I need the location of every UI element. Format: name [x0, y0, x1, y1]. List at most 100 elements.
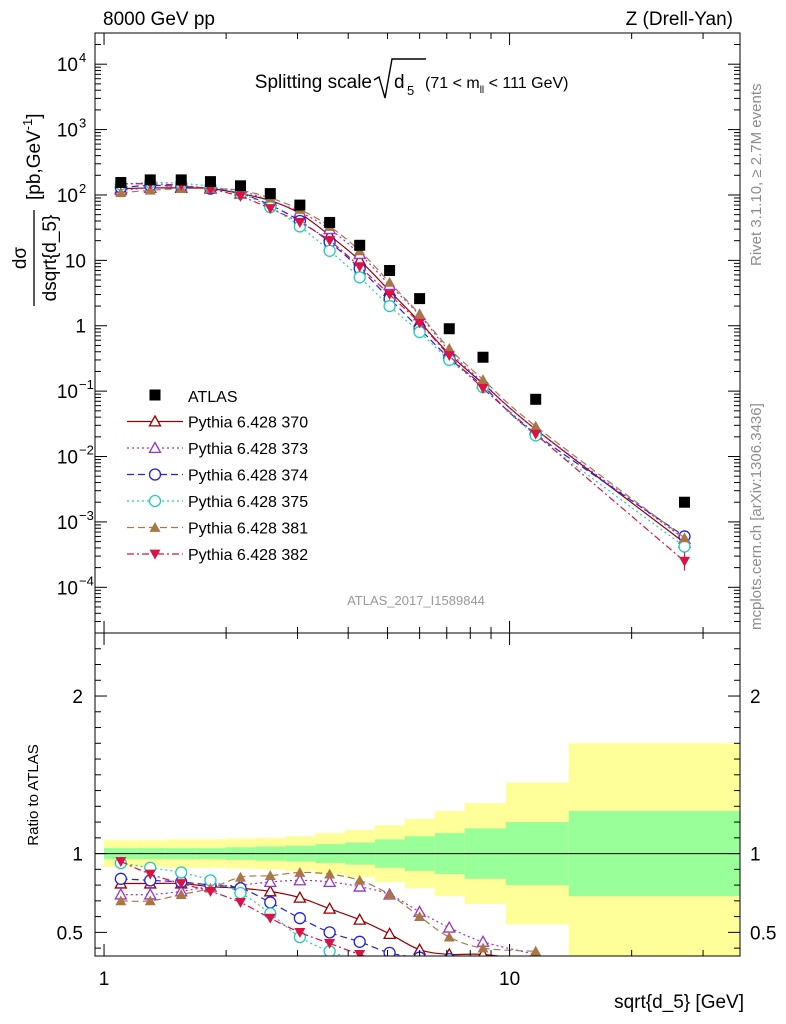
ratio-point-s2-7: [323, 926, 336, 939]
atlas-point-2: [175, 174, 187, 186]
y-tick-label-exp-7: −3: [79, 508, 94, 523]
ratio-y-label: Ratio to ATLAS: [25, 744, 42, 845]
tick-marks: [95, 32, 740, 956]
ratio-point-s4-7: [324, 868, 336, 879]
header-right: Z (Drell-Yan): [626, 9, 733, 30]
legend-marker-4: [149, 522, 161, 532]
ratio-point-s1-6: [293, 873, 307, 886]
ratio-point-s3-2: [175, 866, 188, 879]
legend-marker-1: [148, 441, 162, 454]
ratio-point-s5-4: [234, 898, 246, 908]
ratio-point-s1-8: [353, 879, 367, 892]
title-cut-b: < 111 GeV): [484, 75, 568, 92]
main-point-s5-6: [294, 218, 306, 228]
header-left: 8000 GeV pp: [103, 9, 215, 30]
y-tick-label-4: 1: [75, 317, 86, 338]
legend-entry-5: Pythia 6.428 382: [127, 547, 308, 564]
legend-marker-2: [148, 468, 162, 481]
x-tick-label-1: 1: [99, 969, 110, 990]
main-series-line-3: [120, 181, 685, 548]
main-point-s5-12: [477, 384, 489, 394]
atlas-point-9: [384, 264, 396, 276]
main-point-s4-9: [384, 276, 396, 287]
atlas-point-1: [144, 174, 156, 186]
atlas-point-10: [414, 293, 426, 305]
ratio-series-line-5: [120, 860, 367, 956]
ratio-point-s4-4: [234, 871, 246, 882]
series-layer: [114, 174, 692, 956]
y-tick-label-exp-2: 2: [79, 181, 86, 196]
main-point-s5-4: [234, 192, 246, 202]
legend-entry-0: Pythia 6.428 370: [127, 415, 308, 432]
rivet-version-label: Rivet 3.1.10, ≥ 2.7M events: [748, 83, 765, 267]
main-point-s5-3: [204, 184, 216, 195]
atlas-point-12: [477, 351, 489, 363]
main-point-s3-14: [678, 540, 691, 553]
legend-entry-3: Pythia 6.428 375: [127, 494, 308, 511]
ratio-point-s4-0: [115, 895, 127, 906]
ratio-point-s5-7: [324, 938, 336, 949]
ratio-point-s5-0: [115, 857, 127, 867]
main-point-s5-11: [443, 351, 455, 362]
legend-marker-atlas: [149, 389, 161, 401]
title-symbol: d: [394, 72, 405, 93]
ratio-point-s5-2: [175, 879, 187, 890]
y-tick-label-2: 10: [57, 186, 78, 207]
ratio-point-s4-11: [443, 931, 455, 942]
y-tick-label-exp-0: 4: [79, 50, 86, 65]
ratio-point-s5-3: [204, 887, 216, 897]
ratio-point-s5-1: [144, 869, 156, 880]
y-tick-label-exp-5: −1: [79, 377, 94, 392]
ratio-point-s4-10: [414, 911, 426, 922]
y-tick-label-exp-8: −4: [79, 573, 94, 588]
main-point-s4-14: [679, 532, 691, 543]
legend-entry-2: Pythia 6.428 374: [127, 468, 308, 485]
analysis-watermark: ATLAS_2017_I1589844: [347, 593, 485, 608]
y-tick-label-exp-6: −2: [79, 443, 94, 458]
atlas-point-0: [115, 177, 127, 189]
ratio-point-s2-8: [353, 935, 366, 948]
ratio-point-s5-6: [294, 927, 306, 938]
ratio-point-s2-6: [293, 912, 307, 925]
y-tick-label-8: 10: [57, 578, 78, 599]
legend-label-2: Pythia 6.428 374: [188, 468, 308, 485]
main-point-s3-7: [323, 244, 336, 257]
ratio-point-s0-9: [382, 927, 397, 939]
main-series-line-2: [120, 184, 685, 537]
ratio-bands: [104, 743, 740, 956]
ratio-point-s0-5: [263, 884, 277, 897]
ratio-point-s1-7: [323, 875, 337, 887]
ratio-point-s1-5: [263, 875, 277, 887]
main-point-s5-8: [354, 262, 366, 273]
ratio-point-s0-8: [353, 912, 367, 925]
legend: ATLAS Pythia 6.428 370 Pythia 6.428 373 Pyt…: [127, 389, 308, 564]
ylabel-numerator: dσ: [10, 247, 31, 270]
ratio-point-s4-6: [294, 866, 306, 877]
ratio-plot-frame: [94, 632, 741, 957]
legend-label-1: Pythia 6.428 373: [188, 441, 308, 458]
main-point-s5-5: [264, 204, 276, 215]
atlas-point-5: [264, 188, 276, 200]
ylabel-unit: [pb,GeV-1]: [20, 113, 45, 200]
y-tick-label-0: 10: [57, 55, 78, 76]
main-point-s4-1: [144, 184, 156, 195]
atlas-point-14: [679, 496, 691, 508]
legend-marker-0: [148, 414, 162, 427]
y-tick-label-3: 10: [65, 251, 86, 272]
ratio-point-s5-5: [264, 913, 276, 924]
legend-entry-4: Pythia 6.428 381: [127, 521, 308, 538]
atlas-point-13: [530, 393, 542, 405]
title-cut: (71 < mll < 111 GeV): [425, 75, 568, 96]
ratio-point-s0-7: [323, 901, 337, 914]
chart-title: Splitting scale d 5 (71 < mll < 111 GeV): [255, 58, 568, 99]
legend-entry-1: Pythia 6.428 373: [127, 441, 308, 458]
main-point-s4-11: [443, 342, 455, 353]
legend-label-atlas: ATLAS: [188, 389, 238, 406]
atlas-point-3: [204, 176, 216, 188]
legend-label-0: Pythia 6.428 370: [188, 415, 308, 432]
ratio-point-s1-11: [442, 920, 456, 933]
ratio-y-tick-label-2: 2: [72, 687, 83, 708]
ratio-series-group: [114, 856, 542, 956]
